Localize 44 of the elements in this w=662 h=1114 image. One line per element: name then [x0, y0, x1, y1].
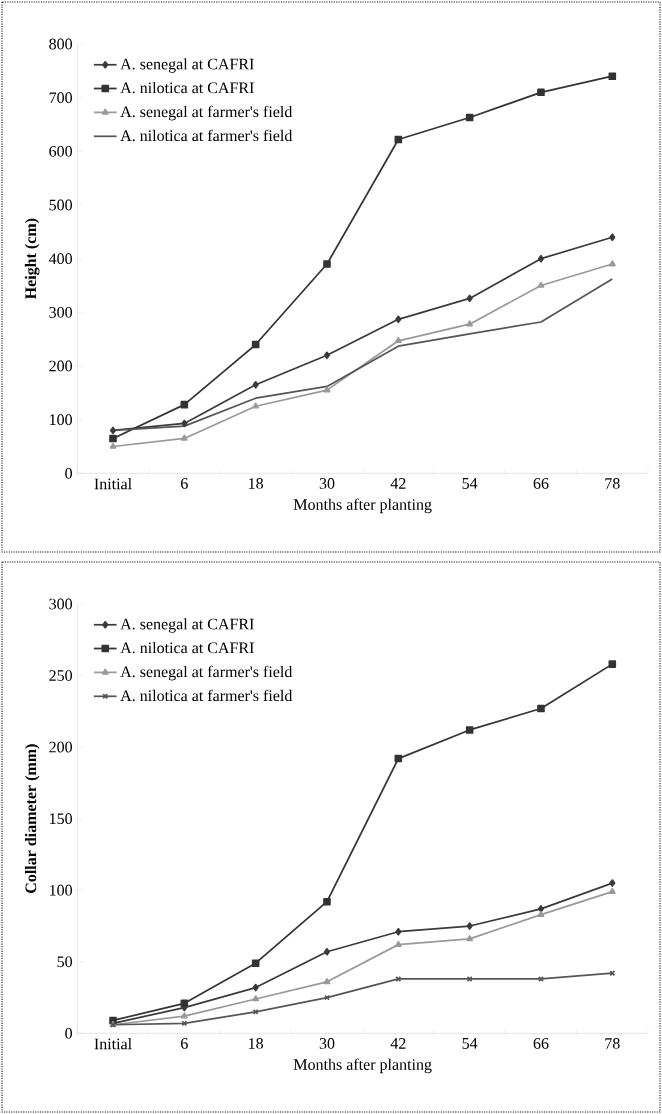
y-tick-label: 100 [50, 414, 72, 426]
y-tick-label: 400 [48, 253, 72, 265]
legend-label: A. senegal at CAFRI [120, 618, 254, 633]
legend-label: A. senegal at farmer's field [120, 105, 293, 121]
y-axis-title: Collar diameter (mm) [24, 744, 40, 893]
legend-label: A. nilotica at farmer's field [120, 129, 293, 142]
legend-label: A. senegal at farmer's field [120, 665, 293, 681]
x-tick-label: 54 [462, 1038, 478, 1049]
x-tick-label: Initial [94, 1038, 132, 1050]
y-tick-label: 800 [49, 38, 72, 50]
y-axis-title: Height (cm) [24, 218, 40, 300]
x-tick-label: 30 [319, 1038, 335, 1049]
y-tick-label: 50 [57, 956, 72, 968]
x-tick-label: 18 [249, 1038, 264, 1049]
y-tick-label: 700 [49, 92, 72, 104]
legend-label: A. nilotica at CAFRI [120, 641, 254, 654]
x-tick-label: 6 [181, 478, 188, 489]
x-tick-label: 66 [533, 1038, 549, 1049]
legend-label: A. senegal at CAFRI [120, 58, 254, 73]
x-tick-label: 42 [390, 1038, 406, 1049]
y-tick-label: 150 [50, 813, 72, 825]
y-tick-label: 300 [49, 306, 72, 318]
x-axis-title: Months after planting [293, 498, 432, 514]
y-tick-label: 250 [49, 670, 72, 681]
x-tick-label: 30 [319, 478, 335, 489]
x-tick-label: Initial [94, 478, 132, 490]
y-tick-label: 500 [49, 199, 72, 211]
y-tick-label: 200 [49, 360, 72, 372]
x-tick-label: 42 [390, 478, 406, 489]
y-tick-label: 100 [50, 884, 72, 896]
y-tick-label: 200 [49, 741, 72, 753]
x-tick-label: 78 [605, 478, 620, 489]
x-tick-label: 6 [181, 1038, 188, 1049]
x-tick-label: 54 [462, 478, 478, 489]
x-tick-label: 78 [605, 1038, 620, 1049]
x-axis-title: Months after planting [293, 1058, 432, 1074]
y-tick-label: 300 [49, 598, 72, 610]
x-tick-label: 18 [249, 478, 264, 489]
y-tick-label: 0 [65, 467, 73, 479]
legend-label: A. nilotica at farmer's field [120, 689, 293, 702]
y-tick-label: 0 [65, 1027, 73, 1039]
legend-label: A. nilotica at CAFRI [120, 81, 254, 94]
x-tick-label: 66 [533, 478, 549, 489]
y-tick-label: 600 [49, 145, 72, 157]
